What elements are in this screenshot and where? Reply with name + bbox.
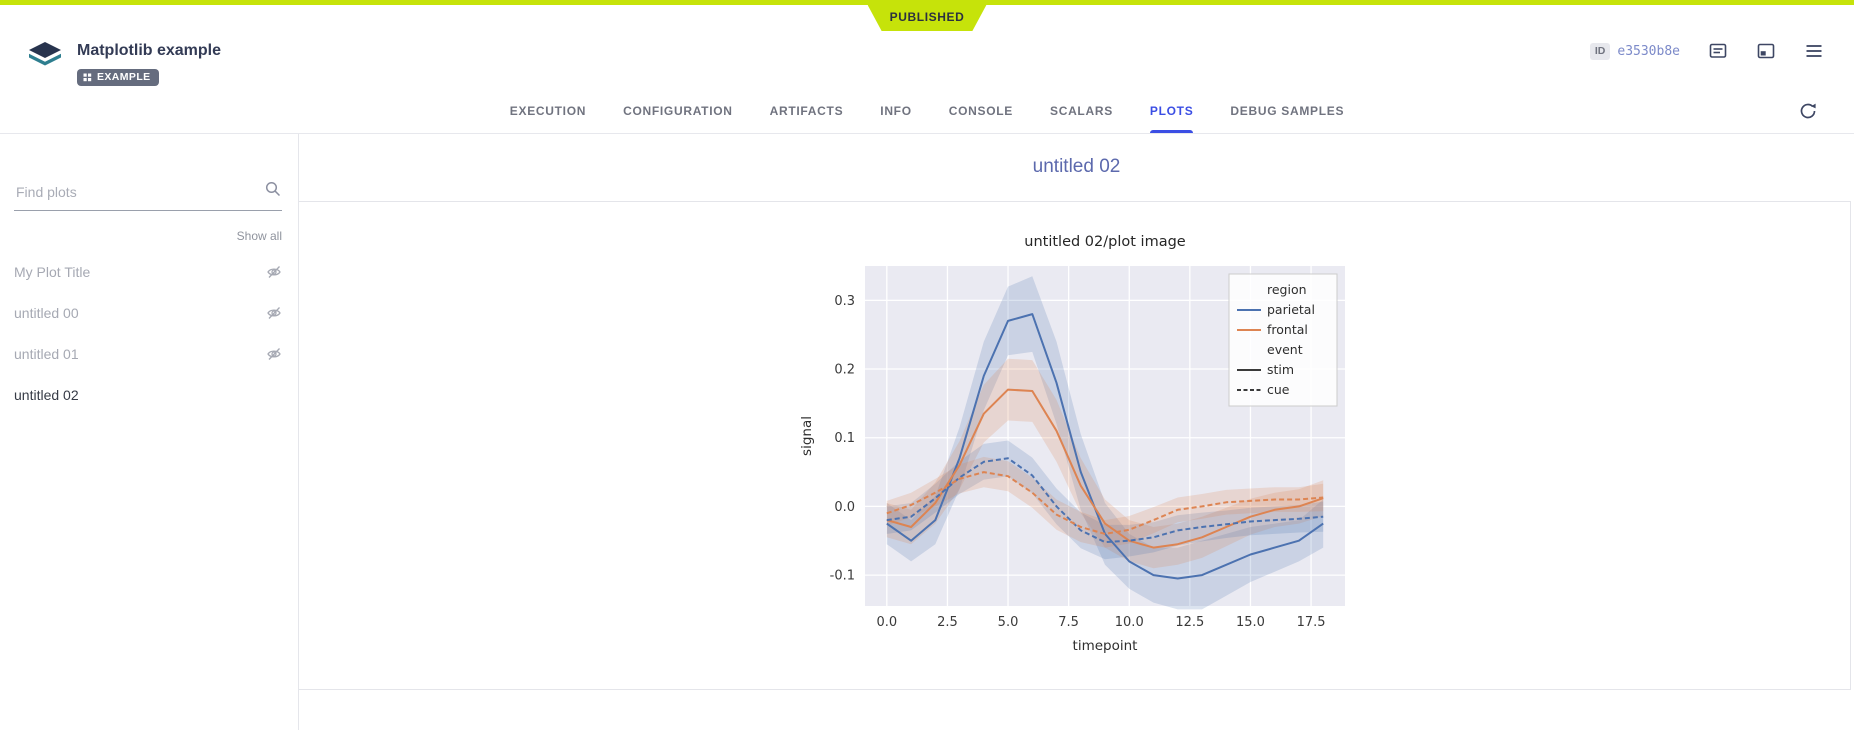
tab-console[interactable]: CONSOLE [948,104,1013,118]
plot-list-item[interactable]: My Plot Title [14,251,282,292]
plots-sidebar: Show all My Plot Title untitled 00 [0,134,299,730]
id-label: ID [1589,42,1611,60]
plot-panel: 0.0 2.5 5.0 7.5 10.0 12.5 15.0 17.5 -0.1 0.0 0.1 0.… [299,201,1851,690]
plot-search [14,180,282,211]
details-panel-icon[interactable] [1756,41,1776,61]
svg-text:0.3: 0.3 [834,294,855,309]
example-badge-label: EXAMPLE [97,71,151,83]
example-badge: EXAMPLE [77,69,159,86]
svg-text:event: event [1267,342,1303,357]
tab-execution[interactable]: EXECUTION [509,104,587,118]
tab-debug-samples[interactable]: DEBUG SAMPLES [1230,104,1345,118]
svg-text:0.2: 0.2 [834,363,855,378]
svg-text:-0.1: -0.1 [829,569,854,584]
eye-off-icon[interactable] [266,346,282,362]
id-value: e3530b8e [1617,43,1680,59]
plot-item-label: untitled 01 [14,345,79,362]
search-icon [264,180,282,203]
plot-item-label: untitled 00 [14,304,79,321]
svg-text:stim: stim [1267,362,1294,377]
example-badge-icon [83,73,92,82]
app-logo-icon [26,41,64,73]
search-input[interactable] [14,182,264,201]
plots-main-area: untitled 02 0.0 2.5 5.0 7.5 10.0 12.5 15.0 17.5… [299,134,1854,730]
status-color-strip [0,0,1854,5]
comments-icon[interactable] [1708,41,1728,61]
tab-scalars[interactable]: SCALARS [1050,104,1113,118]
svg-text:5.0: 5.0 [997,615,1018,630]
auto-refresh-icon[interactable] [1798,101,1818,126]
tab-plots[interactable]: PLOTS [1149,104,1194,133]
plot-list-item[interactable]: untitled 01 [14,333,282,374]
plot-item-label: My Plot Title [14,263,91,280]
show-all-link[interactable]: Show all [236,229,282,243]
hamburger-menu-icon[interactable] [1804,41,1824,61]
svg-text:untitled 02/plot image: untitled 02/plot image [1024,234,1186,250]
tab-configuration[interactable]: CONFIGURATION [623,104,733,118]
svg-text:cue: cue [1267,382,1290,397]
experiment-header: Matplotlib example EXAMPLE ID e3530b8e [0,5,1854,87]
experiment-title: Matplotlib example [77,42,222,59]
eye-off-icon[interactable] [266,264,282,280]
plot-figure[interactable]: 0.0 2.5 5.0 7.5 10.0 12.5 15.0 17.5 -0.1 0.0 0.1 0.… [785,228,1365,673]
status-ribbon: PUBLISHED [868,5,987,31]
svg-text:10.0: 10.0 [1114,615,1143,630]
tab-info[interactable]: INFO [880,104,912,118]
svg-text:7.5: 7.5 [1058,615,1079,630]
plot-svg: 0.0 2.5 5.0 7.5 10.0 12.5 15.0 17.5 -0.1 0.0 0.1 0.… [799,234,1345,654]
svg-text:parietal: parietal [1267,302,1315,317]
plot-item-label: untitled 02 [14,386,79,403]
svg-text:0.0: 0.0 [876,615,897,630]
svg-text:12.5: 12.5 [1175,615,1204,630]
plot-list: My Plot Title untitled 00 [14,251,282,415]
svg-text:timepoint: timepoint [1072,638,1137,654]
plot-list-item[interactable]: untitled 00 [14,292,282,333]
svg-text:0.0: 0.0 [834,500,855,515]
svg-text:2.5: 2.5 [937,615,958,630]
svg-text:signal: signal [799,416,815,456]
experiment-tabbar: EXECUTION CONFIGURATION ARTIFACTS INFO C… [0,87,1854,134]
svg-text:0.1: 0.1 [834,431,855,446]
plot-group-heading: untitled 02 [1032,156,1121,177]
svg-text:region: region [1267,282,1307,297]
svg-text:15.0: 15.0 [1235,615,1264,630]
tab-artifacts[interactable]: ARTIFACTS [769,104,844,118]
plot-list-item-selected[interactable]: untitled 02 [14,374,282,415]
experiment-id-chip: ID e3530b8e [1589,42,1680,60]
svg-text:17.5: 17.5 [1296,615,1325,630]
eye-off-icon[interactable] [266,305,282,321]
svg-text:frontal: frontal [1267,322,1308,337]
